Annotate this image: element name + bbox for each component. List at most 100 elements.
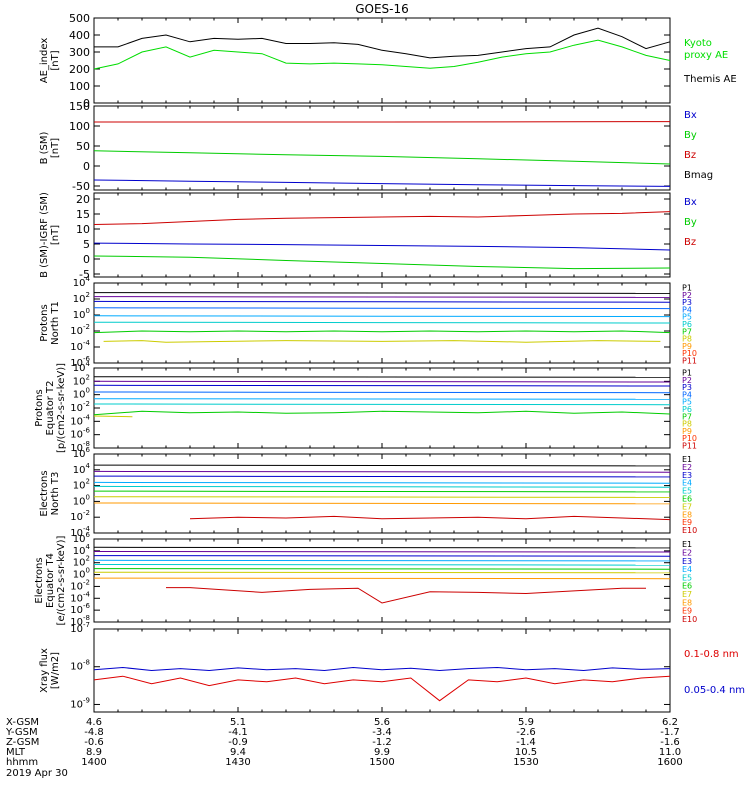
series-line-protons_t1-4 xyxy=(94,316,670,317)
ylabel-bsm: [nT] xyxy=(50,138,61,158)
series-line-protons_t1-0 xyxy=(94,293,670,294)
y-tick-label-ae: 500 xyxy=(69,12,90,25)
ephem-row-label: hhmm xyxy=(6,757,38,768)
series-line-bsm_igrf-0 xyxy=(94,212,670,225)
y-tick-label-xray: 10-9 xyxy=(70,696,90,710)
series-line-ae-1 xyxy=(94,40,670,69)
ylabel-protons_t2: [p/(cm2-s-sr-keV)] xyxy=(56,363,67,453)
series-line-electrons_t4-7 xyxy=(94,578,670,579)
series-line-electrons_t3-0 xyxy=(94,465,670,466)
y-tick-label-ae: 300 xyxy=(69,46,90,59)
y-tick-label-electrons_t3: 102 xyxy=(73,478,90,492)
y-tick-label-xray: 10-7 xyxy=(70,621,90,635)
series-line-electrons_t3-8 xyxy=(190,516,670,519)
series-line-protons_t2-7 xyxy=(94,416,132,417)
legend-protons_t2-10: P11 xyxy=(682,441,697,450)
y-tick-label-ae: 400 xyxy=(69,29,90,42)
ylabel-ae: AE_index xyxy=(39,38,50,84)
y-tick-label-protons_t2: 10-2 xyxy=(70,400,90,414)
legend-electrons_t3-9: E10 xyxy=(682,526,697,535)
y-tick-label-bsm_igrf: 5 xyxy=(83,238,90,251)
y-tick-label-electrons_t3: 104 xyxy=(73,462,91,476)
series-line-electrons_t4-0 xyxy=(94,547,670,548)
series-line-protons_t2-0 xyxy=(94,377,670,378)
series-line-protons_t2-6 xyxy=(94,411,670,414)
series-line-bsm_igrf-2 xyxy=(94,256,670,269)
ylabel-protons_t2: Equator T2 xyxy=(45,381,56,436)
series-line-electrons_t3-7 xyxy=(94,503,670,504)
ylabel-electrons_t3: Electrons xyxy=(39,470,50,516)
series-line-protons_t2-4 xyxy=(94,399,670,400)
legend-xray-0: 0.1-0.8 nm xyxy=(684,649,739,660)
legend-ae-0: Kyoto xyxy=(684,38,712,49)
series-line-protons_t1-5 xyxy=(94,322,670,323)
ylabel-electrons_t3: North T3 xyxy=(50,472,61,516)
date-label: 2019 Apr 30 xyxy=(6,768,68,779)
legend-ae-1: Themis AE xyxy=(683,74,737,85)
series-line-electrons_t4-1 xyxy=(94,552,670,553)
ylabel-protons_t1: North T1 xyxy=(50,301,61,345)
y-tick-label-protons_t1: 10-2 xyxy=(70,323,90,337)
y-tick-label-protons_t1: 102 xyxy=(73,291,90,305)
legend-bsm-3: Bmag xyxy=(684,170,713,181)
series-line-protons_t1-6 xyxy=(94,331,670,333)
ylabel-protons_t1: Protons xyxy=(39,304,50,341)
legend-electrons_t4-9: E10 xyxy=(682,615,697,624)
ylabel-xray: Xray flux xyxy=(39,648,50,693)
series-line-bsm_igrf-1 xyxy=(94,243,670,250)
series-line-protons_t2-2 xyxy=(94,385,670,386)
legend-bsm_igrf-1: By xyxy=(684,217,697,228)
series-line-protons_t2-3 xyxy=(94,392,670,393)
series-line-xray-1 xyxy=(94,676,670,701)
panel-frame-ae xyxy=(94,18,670,103)
series-line-electrons_t3-5 xyxy=(94,491,670,492)
y-tick-label-bsm_igrf: 10 xyxy=(76,223,90,236)
ephem-value-hhmm: 1500 xyxy=(369,757,394,768)
y-tick-label-bsm: 100 xyxy=(69,120,90,133)
y-tick-label-bsm: 50 xyxy=(76,140,90,153)
series-line-electrons_t4-3 xyxy=(94,560,670,561)
ylabel-bsm_igrf: B (SM)-IGRF (SM) xyxy=(39,192,50,278)
y-tick-label-protons_t2: 100 xyxy=(73,387,90,401)
y-tick-label-protons_t2: 104 xyxy=(73,360,91,374)
series-line-protons_t2-5 xyxy=(94,404,670,405)
y-tick-label-protons_t2: 102 xyxy=(73,373,90,387)
series-line-electrons_t4-5 xyxy=(94,569,670,570)
legend-ae-0: proxy AE xyxy=(684,50,728,61)
series-line-bsm-1 xyxy=(94,151,670,164)
series-line-electrons_t3-3 xyxy=(94,482,670,483)
chart-title: GOES-16 xyxy=(355,2,409,16)
legend-bsm_igrf-2: Bz xyxy=(684,237,696,248)
y-tick-label-bsm_igrf: 0 xyxy=(83,253,90,266)
legend-xray-1: 0.05-0.4 nm xyxy=(684,685,745,696)
series-line-electrons_t4-6 xyxy=(94,572,670,573)
ylabel-bsm: B (SM) xyxy=(39,131,50,164)
series-line-electrons_t3-6 xyxy=(94,497,670,498)
series-line-electrons_t3-4 xyxy=(94,486,670,487)
series-line-protons_t1-7 xyxy=(104,341,661,343)
series-line-protons_t1-2 xyxy=(94,301,670,302)
legend-protons_t1-10: P11 xyxy=(682,356,697,365)
panel-frame-protons_t2 xyxy=(94,368,670,448)
y-tick-label-electrons_t3: 106 xyxy=(73,446,91,460)
y-tick-label-electrons_t3: 100 xyxy=(73,493,90,507)
y-tick-label-bsm: 0 xyxy=(83,160,90,173)
y-tick-label-ae: 100 xyxy=(69,80,90,93)
y-tick-label-bsm: 150 xyxy=(69,100,90,113)
ylabel-electrons_t4: Electrons xyxy=(34,557,45,603)
series-line-electrons_t3-1 xyxy=(94,471,670,472)
ylabel-ae: [nT] xyxy=(50,50,61,70)
series-line-xray-0 xyxy=(94,668,670,671)
ephem-value-hhmm: 1400 xyxy=(81,757,106,768)
series-line-protons_t1-3 xyxy=(94,308,670,309)
legend-bsm_igrf-0: Bx xyxy=(684,197,697,208)
y-tick-label-xray: 10-8 xyxy=(70,659,90,673)
series-line-electrons_t4-4 xyxy=(94,565,670,566)
legend-bsm-2: Bz xyxy=(684,150,696,161)
y-tick-label-protons_t2: 10-4 xyxy=(70,413,90,427)
y-tick-label-electrons_t3: 10-2 xyxy=(70,509,90,523)
y-tick-label-bsm: -50 xyxy=(72,180,90,193)
ylabel-protons_t2: Protons xyxy=(34,389,45,426)
